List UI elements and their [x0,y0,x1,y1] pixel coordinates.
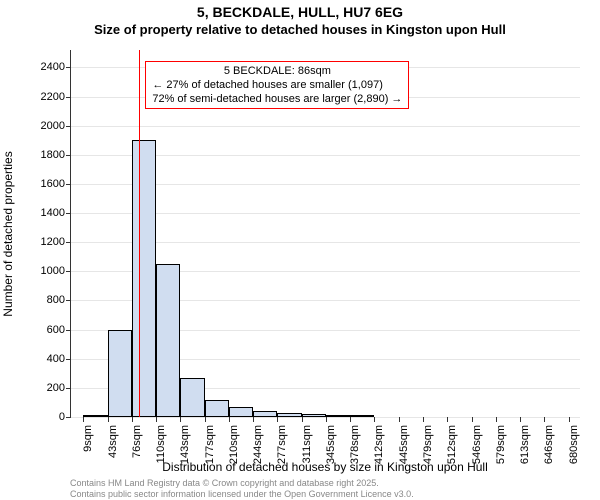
x-tick-label: 76sqm [131,425,143,475]
x-tick-label: 345sqm [325,425,337,475]
gridline [71,126,580,127]
x-tick-label: 546sqm [471,425,483,475]
y-axis-label: Number of detached properties [1,151,15,316]
x-tick-label: 210sqm [228,425,240,475]
y-tick-label: 1600 [41,178,65,190]
x-tick-mark [229,417,230,422]
histogram-bar [83,415,107,417]
x-tick-mark [399,417,400,422]
histogram-bar [350,415,374,417]
x-tick-mark [520,417,521,422]
y-tick-mark [66,126,71,127]
histogram-bar [229,407,253,417]
x-tick-mark [569,417,570,422]
y-tick-label: 1800 [41,149,65,161]
x-tick-label: 277sqm [276,425,288,475]
x-tick-mark [277,417,278,422]
y-tick-label: 600 [47,324,65,336]
y-tick-mark [66,359,71,360]
x-tick-label: 244sqm [252,425,264,475]
x-tick-label: 311sqm [301,425,313,475]
histogram-bar [156,264,180,417]
x-tick-label: 646sqm [543,425,555,475]
x-tick-label: 412sqm [373,425,385,475]
annotation-box: 5 BECKDALE: 86sqm← 27% of detached house… [145,61,409,109]
y-tick-label: 400 [47,353,65,365]
y-tick-mark [66,97,71,98]
x-tick-mark [326,417,327,422]
y-tick-mark [66,67,71,68]
annotation-larger: 72% of semi-detached houses are larger (… [152,92,402,106]
x-tick-label: 143sqm [179,425,191,475]
y-tick-label: 1400 [41,207,65,219]
x-tick-label: 579sqm [495,425,507,475]
x-tick-mark [302,417,303,422]
x-tick-label: 680sqm [568,425,580,475]
chart-subtitle: Size of property relative to detached ho… [0,22,600,37]
y-tick-mark [66,417,71,418]
x-tick-mark [108,417,109,422]
x-tick-label: 43sqm [107,425,119,475]
annotation-title: 5 BECKDALE: 86sqm [152,64,402,78]
x-tick-mark [350,417,351,422]
y-tick-label: 1200 [41,236,65,248]
histogram-bar [108,330,132,417]
y-tick-mark [66,388,71,389]
x-tick-label: 9sqm [82,425,94,475]
y-tick-mark [66,155,71,156]
x-tick-label: 110sqm [155,425,167,475]
reference-line [139,50,140,417]
y-tick-mark [66,330,71,331]
y-tick-mark [66,300,71,301]
histogram-bar [302,414,326,417]
x-tick-mark [423,417,424,422]
x-tick-mark [180,417,181,422]
histogram-bar [205,400,229,417]
histogram-bar [326,415,350,417]
chart-footer: Contains HM Land Registry data © Crown c… [70,478,580,500]
footer-line-2: Contains public sector information licen… [70,489,580,500]
y-tick-label: 200 [47,382,65,394]
y-tick-label: 800 [47,294,65,306]
y-tick-label: 2000 [41,120,65,132]
x-tick-mark [472,417,473,422]
histogram-bar [253,411,277,417]
x-tick-mark [205,417,206,422]
footer-line-1: Contains HM Land Registry data © Crown c… [70,478,580,489]
y-tick-mark [66,242,71,243]
x-tick-label: 613sqm [519,425,531,475]
x-tick-label: 445sqm [398,425,410,475]
x-tick-mark [83,417,84,422]
x-tick-mark [447,417,448,422]
annotation-smaller: ← 27% of detached houses are smaller (1,… [152,78,402,92]
chart-title: 5, BECKDALE, HULL, HU7 6EG [0,4,600,20]
histogram-bar [180,378,204,417]
x-tick-mark [374,417,375,422]
x-tick-label: 512sqm [446,425,458,475]
y-tick-mark [66,271,71,272]
x-tick-mark [253,417,254,422]
plot-area: 5 BECKDALE: 86sqm← 27% of detached house… [70,50,580,418]
y-tick-label: 1000 [41,265,65,277]
x-tick-mark [496,417,497,422]
y-tick-label: 2200 [41,91,65,103]
x-tick-mark [544,417,545,422]
x-tick-label: 177sqm [204,425,216,475]
y-tick-mark [66,213,71,214]
y-tick-label: 0 [59,411,65,423]
x-tick-mark [132,417,133,422]
y-tick-label: 2400 [41,61,65,73]
x-tick-label: 378sqm [349,425,361,475]
histogram-bar [277,413,301,417]
x-tick-mark [156,417,157,422]
property-size-chart: 5, BECKDALE, HULL, HU7 6EG Size of prope… [0,0,600,500]
x-tick-label: 479sqm [422,425,434,475]
histogram-bar [132,140,156,417]
y-tick-mark [66,184,71,185]
